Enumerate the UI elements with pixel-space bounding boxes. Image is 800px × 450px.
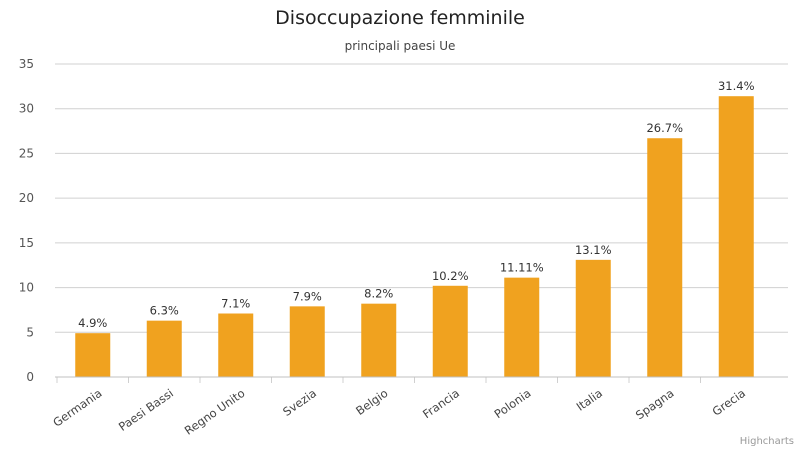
data-label: 7.9% xyxy=(293,289,322,303)
bars xyxy=(75,96,754,378)
x-category-label: Belgio xyxy=(353,386,390,418)
y-tick-label: 30 xyxy=(19,102,34,116)
bar-paesi-bassi[interactable] xyxy=(146,320,182,377)
x-category-label: Italia xyxy=(574,386,605,414)
x-category-label: Grecia xyxy=(710,386,748,419)
x-axis-categories: Germania Paesi Bassi Regno Unito Svezia Belg… xyxy=(50,376,788,438)
data-label: 13.1% xyxy=(575,243,612,257)
bar-regno-unito[interactable] xyxy=(218,313,254,377)
y-tick-label: 35 xyxy=(19,57,34,71)
data-label: 8.2% xyxy=(364,287,393,301)
y-tick-label: 10 xyxy=(19,281,34,295)
bar-grecia[interactable] xyxy=(718,96,754,378)
data-labels: 4.9% 6.3% 7.1% 7.9% 8.2% 10.2% 11.11% 13.1% 26.7… xyxy=(78,79,754,330)
bar-svezia[interactable] xyxy=(289,306,325,377)
bar-germania[interactable] xyxy=(75,333,111,377)
y-tick-label: 0 xyxy=(26,370,34,384)
data-label: 31.4% xyxy=(718,79,755,93)
y-tick-label: 25 xyxy=(19,146,34,160)
data-label: 11.11% xyxy=(500,261,544,275)
chart-title: Disoccupazione femminile xyxy=(275,7,525,29)
y-tick-label: 20 xyxy=(19,191,34,205)
data-label: 7.1% xyxy=(221,297,250,311)
x-category-label: Regno Unito xyxy=(182,386,248,438)
credits-text[interactable]: Highcharts xyxy=(740,436,794,447)
y-axis-ticks: 0 5 10 15 20 25 30 35 xyxy=(19,57,34,384)
y-tick-label: 15 xyxy=(19,236,34,250)
x-category-label: Francia xyxy=(420,386,462,421)
bar-spagna[interactable] xyxy=(647,138,683,377)
x-category-label: Paesi Bassi xyxy=(116,386,176,434)
y-tick-label: 5 xyxy=(26,325,34,339)
bar-italia[interactable] xyxy=(575,259,611,377)
x-category-label: Spagna xyxy=(633,386,676,422)
bar-francia[interactable] xyxy=(432,285,468,377)
data-label: 10.2% xyxy=(432,269,469,283)
x-category-label: Polonia xyxy=(492,386,534,421)
bar-polonia[interactable] xyxy=(504,277,540,377)
data-label: 4.9% xyxy=(78,316,107,330)
data-label: 26.7% xyxy=(646,121,683,135)
x-category-label: Germania xyxy=(50,386,104,430)
bar-belgio[interactable] xyxy=(361,303,397,377)
chart-subtitle: principali paesi Ue xyxy=(345,39,456,53)
data-label: 6.3% xyxy=(150,304,179,318)
x-category-label: Svezia xyxy=(280,386,319,419)
